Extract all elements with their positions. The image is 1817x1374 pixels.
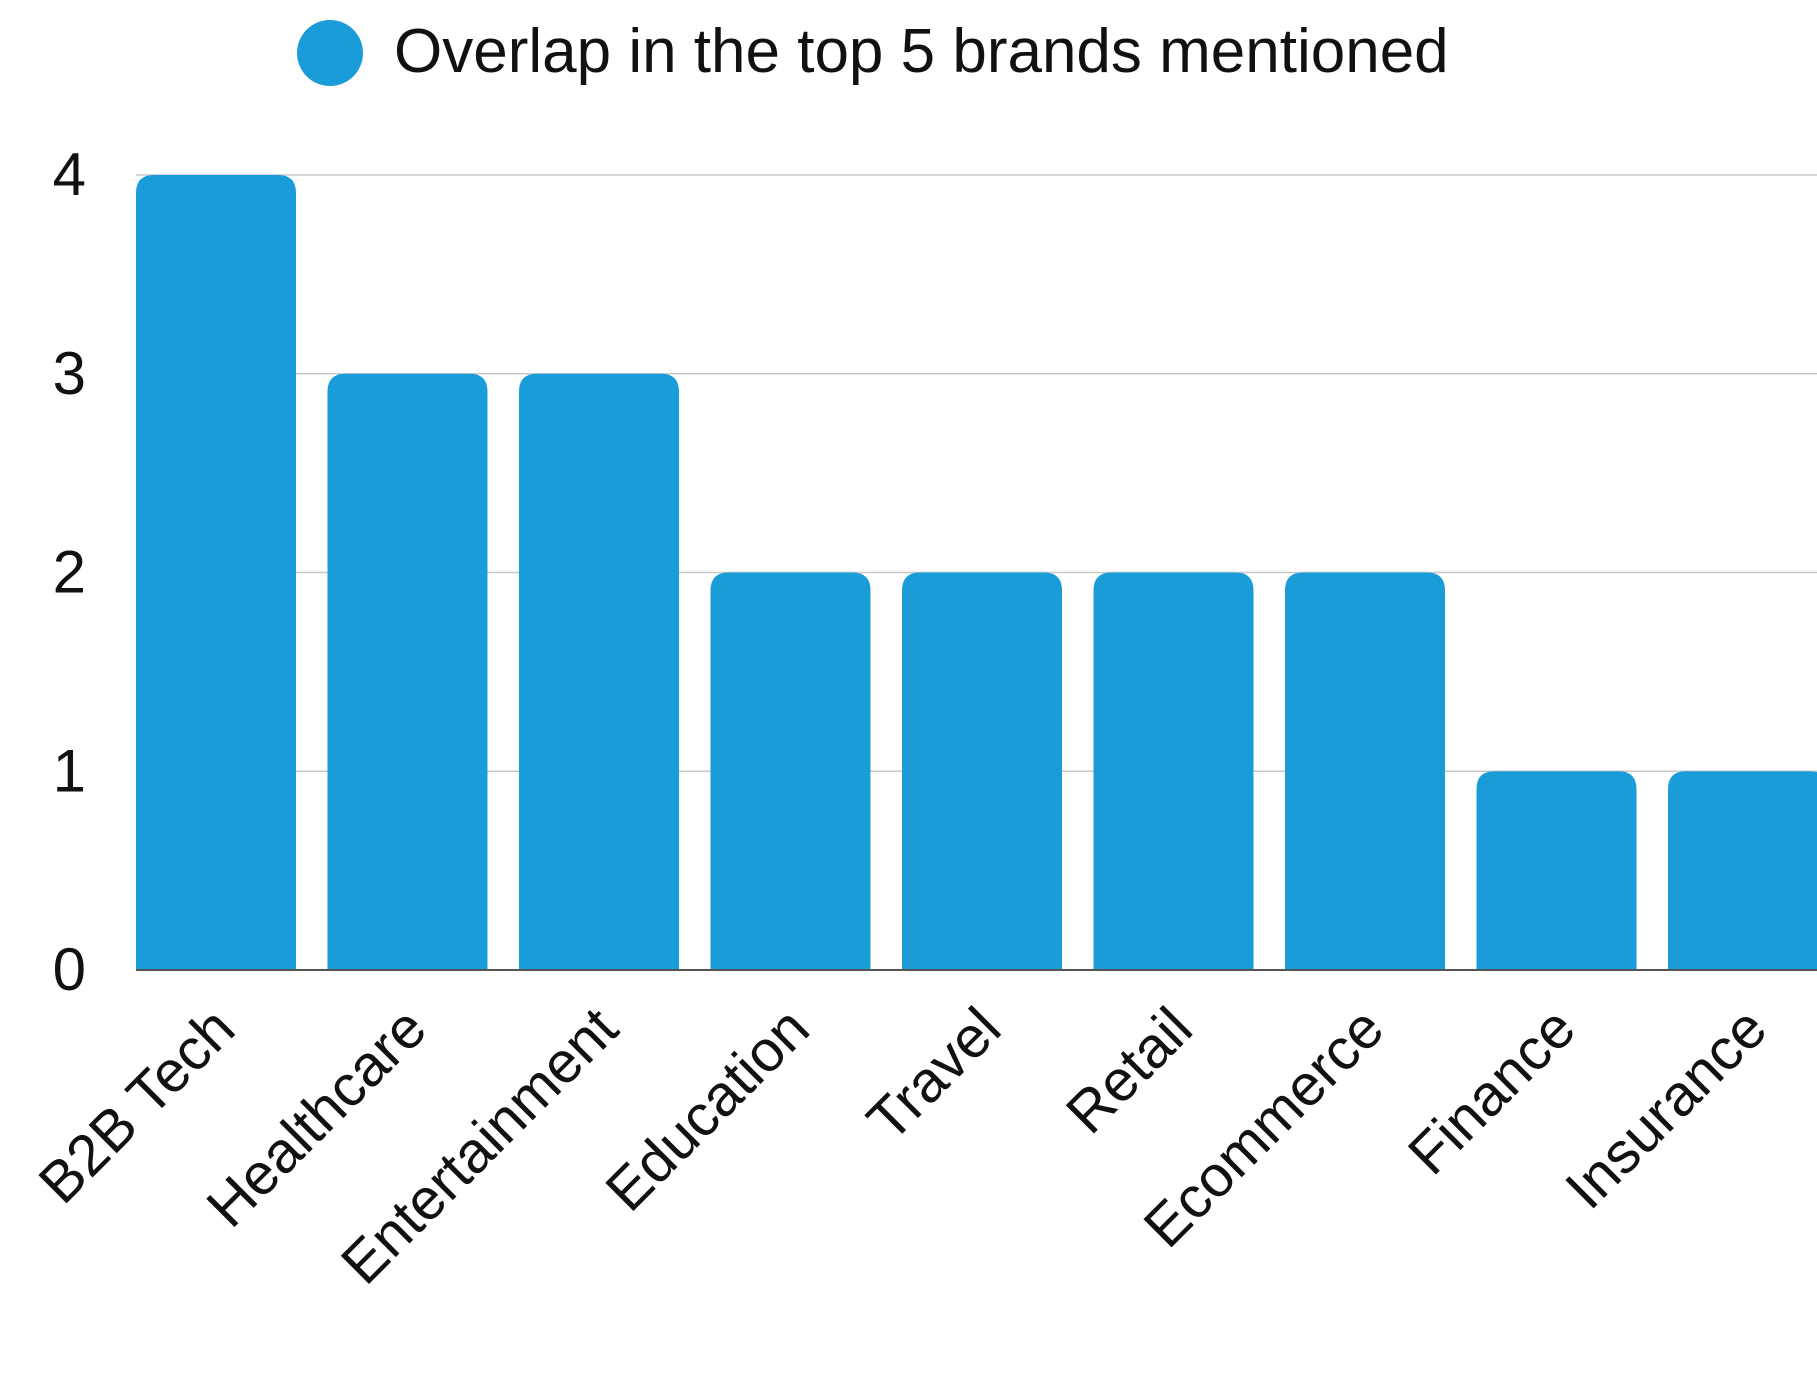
bar-retail (1093, 572, 1254, 970)
y-tick-label: 1 (53, 737, 86, 804)
bar-ecommerce (1285, 572, 1445, 970)
x-tick-label: Education (593, 995, 821, 1223)
y-axis-ticks: 0 1 2 3 4 (53, 141, 86, 1003)
y-tick-label: 4 (53, 141, 86, 208)
bars (136, 175, 1817, 970)
y-tick-label: 2 (53, 539, 86, 606)
bar-travel (902, 572, 1062, 970)
legend-swatch (297, 20, 363, 86)
bar-healthcare (327, 373, 488, 970)
x-tick-label: Retail (1054, 995, 1205, 1146)
x-tick-label: Travel (855, 995, 1013, 1153)
legend: Overlap in the top 5 brands mentioned (297, 17, 1449, 86)
bar-finance (1476, 771, 1637, 970)
x-tick-label: Insurance (1553, 995, 1779, 1221)
bar-b2b-tech (136, 175, 296, 970)
bar-education (710, 572, 871, 970)
y-tick-label: 0 (53, 936, 86, 1003)
x-tick-label: Finance (1396, 995, 1588, 1187)
x-axis-ticks: B2B TechHealthcareEntertainmentEducation… (26, 995, 1779, 1296)
bar-entertainment (519, 373, 679, 970)
bar-insurance (1668, 771, 1817, 970)
legend-label: Overlap in the top 5 brands mentioned (394, 17, 1449, 86)
y-tick-label: 3 (53, 340, 86, 407)
